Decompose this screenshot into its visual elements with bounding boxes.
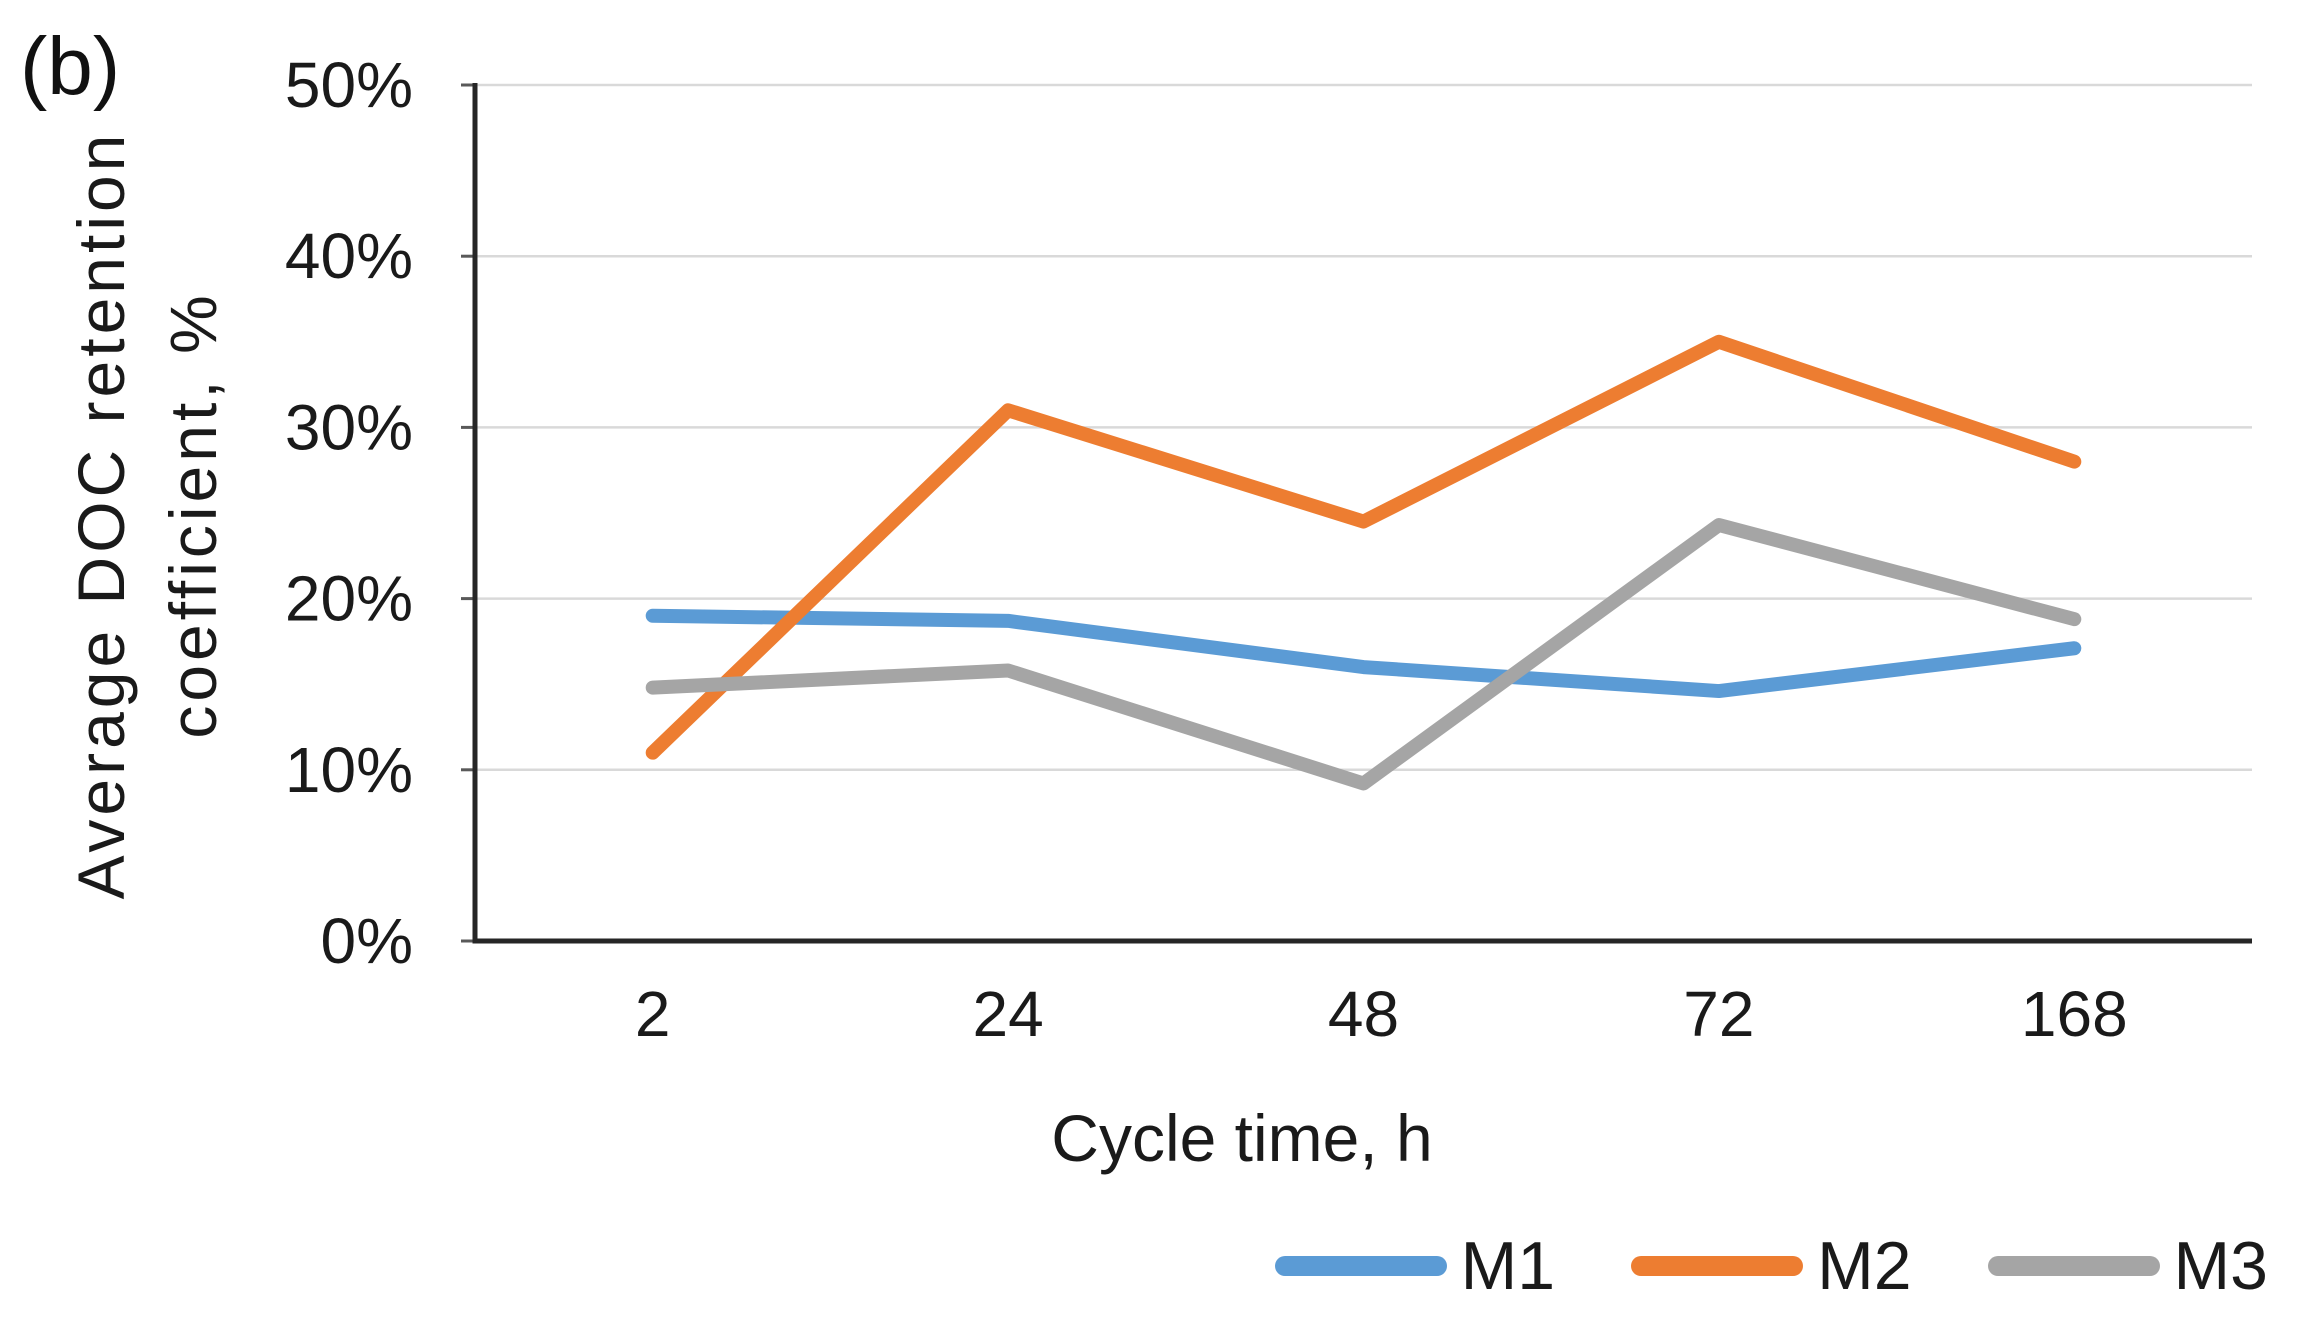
x-tick-label-72: 72 xyxy=(1683,978,1754,1050)
y-tick-label-40%: 40% xyxy=(285,220,413,292)
y-tick-label-50%: 50% xyxy=(285,49,413,121)
legend-label-m1: M1 xyxy=(1460,1228,1556,1304)
legend: M1 M2 M3 xyxy=(1274,1228,2268,1304)
y-tick-label-30%: 30% xyxy=(285,391,413,463)
series-line-m1 xyxy=(645,608,2082,699)
y-tick-label-20%: 20% xyxy=(285,563,413,635)
legend-item-m3: M3 xyxy=(1987,1228,2268,1304)
y-tick-label-0%: 0% xyxy=(321,905,414,977)
legend-label-m3: M3 xyxy=(2173,1228,2268,1304)
figure-panel-label: (b) xyxy=(20,21,121,112)
y-tick-label-10%: 10% xyxy=(285,734,413,806)
x-tick-label-48: 48 xyxy=(1328,978,1399,1050)
legend-swatch-m2 xyxy=(1631,1256,1804,1276)
legend-label-m2: M2 xyxy=(1817,1228,1912,1304)
legend-item-m2: M2 xyxy=(1631,1228,1912,1304)
legend-item-m1: M1 xyxy=(1274,1228,1556,1304)
series-line-m2 xyxy=(645,334,2082,760)
x-axis-title: Cycle time, h xyxy=(1051,1101,1433,1175)
series-line-m3 xyxy=(645,517,2082,791)
x-tick-label-24: 24 xyxy=(973,978,1044,1050)
x-tick-label-168: 168 xyxy=(2021,978,2128,1050)
legend-swatch-m3 xyxy=(1987,1256,2160,1276)
legend-swatch-m1 xyxy=(1274,1256,1447,1276)
x-tick-label-2: 2 xyxy=(635,978,671,1050)
